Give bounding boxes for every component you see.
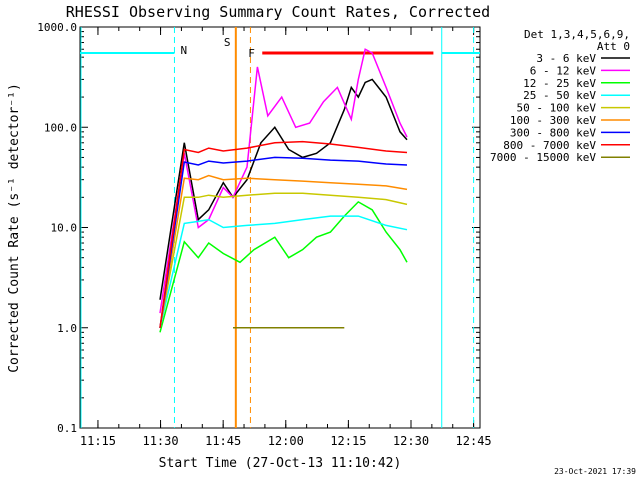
legend-entry-label: 50 - 100 keV — [517, 102, 597, 115]
legend-entry-label: 100 - 300 keV — [510, 114, 596, 127]
y-axis-label: Corrected Count Rate (s⁻¹ detector⁻¹) — [7, 83, 22, 373]
series-line-8 — [159, 140, 408, 328]
flare-label: F — [248, 47, 255, 60]
plot-area: 0.1 1.0 10.0 100.0 1000.0 11:15 11:30 11:45 12:… — [37, 21, 491, 448]
y-tick-label: 0.1 — [57, 422, 77, 435]
x-tick-label: 11:15 — [80, 434, 116, 448]
x-tick-label: 12:45 — [456, 434, 492, 448]
series-line-1 — [159, 78, 408, 300]
series-lines — [159, 48, 408, 333]
y-axis: 0.1 1.0 10.0 100.0 1000.0 — [37, 21, 480, 435]
legend-header: Det 1,3,4,5,6,9, — [524, 28, 630, 41]
y-tick-label: 1.0 — [57, 322, 77, 335]
y-tick-label: 1000.0 — [37, 21, 77, 34]
x-tick-label: 12:30 — [393, 434, 429, 448]
x-axis-label: Start Time (27-Oct-13 11:10:42) — [159, 456, 402, 471]
series-line-5 — [159, 192, 408, 328]
legend-entry-label: 300 - 800 keV — [510, 126, 596, 139]
series-line-2 — [159, 48, 408, 314]
legend-entry-label: 12 - 25 keV — [523, 77, 596, 90]
legend-entry-label: 6 - 12 keV — [530, 64, 597, 77]
chart-title: RHESSI Observing Summary Count Rates, Co… — [66, 3, 490, 21]
x-axis: 11:15 11:30 11:45 12:00 12:15 12:30 12:45 — [80, 27, 492, 448]
legend-entry-label: 800 - 7000 keV — [503, 139, 596, 152]
series-line-6 — [159, 174, 408, 328]
annotations: NSF — [80, 27, 480, 428]
x-tick-label: 11:30 — [142, 434, 178, 448]
x-tick-label: 12:00 — [268, 434, 304, 448]
legend-entry-label: 3 - 6 keV — [536, 52, 596, 65]
legend-header: Att 0 — [597, 40, 630, 53]
series-line-7 — [159, 156, 408, 328]
saa-label: S — [224, 36, 231, 49]
night-label: N — [180, 44, 187, 57]
y-tick-label: 100.0 — [44, 121, 77, 134]
y-tick-label: 10.0 — [51, 222, 78, 235]
legend-entry-label: 7000 - 15000 keV — [490, 151, 596, 164]
series-line-4 — [159, 215, 408, 328]
legend-entry-label: 25 - 50 keV — [523, 89, 596, 102]
series-line-3 — [159, 200, 408, 333]
x-tick-label: 12:15 — [330, 434, 366, 448]
footer-timestamp: 23-Oct-2021 17:39 — [554, 467, 636, 476]
x-tick-label: 11:45 — [205, 434, 241, 448]
plot-frame — [79, 26, 481, 429]
